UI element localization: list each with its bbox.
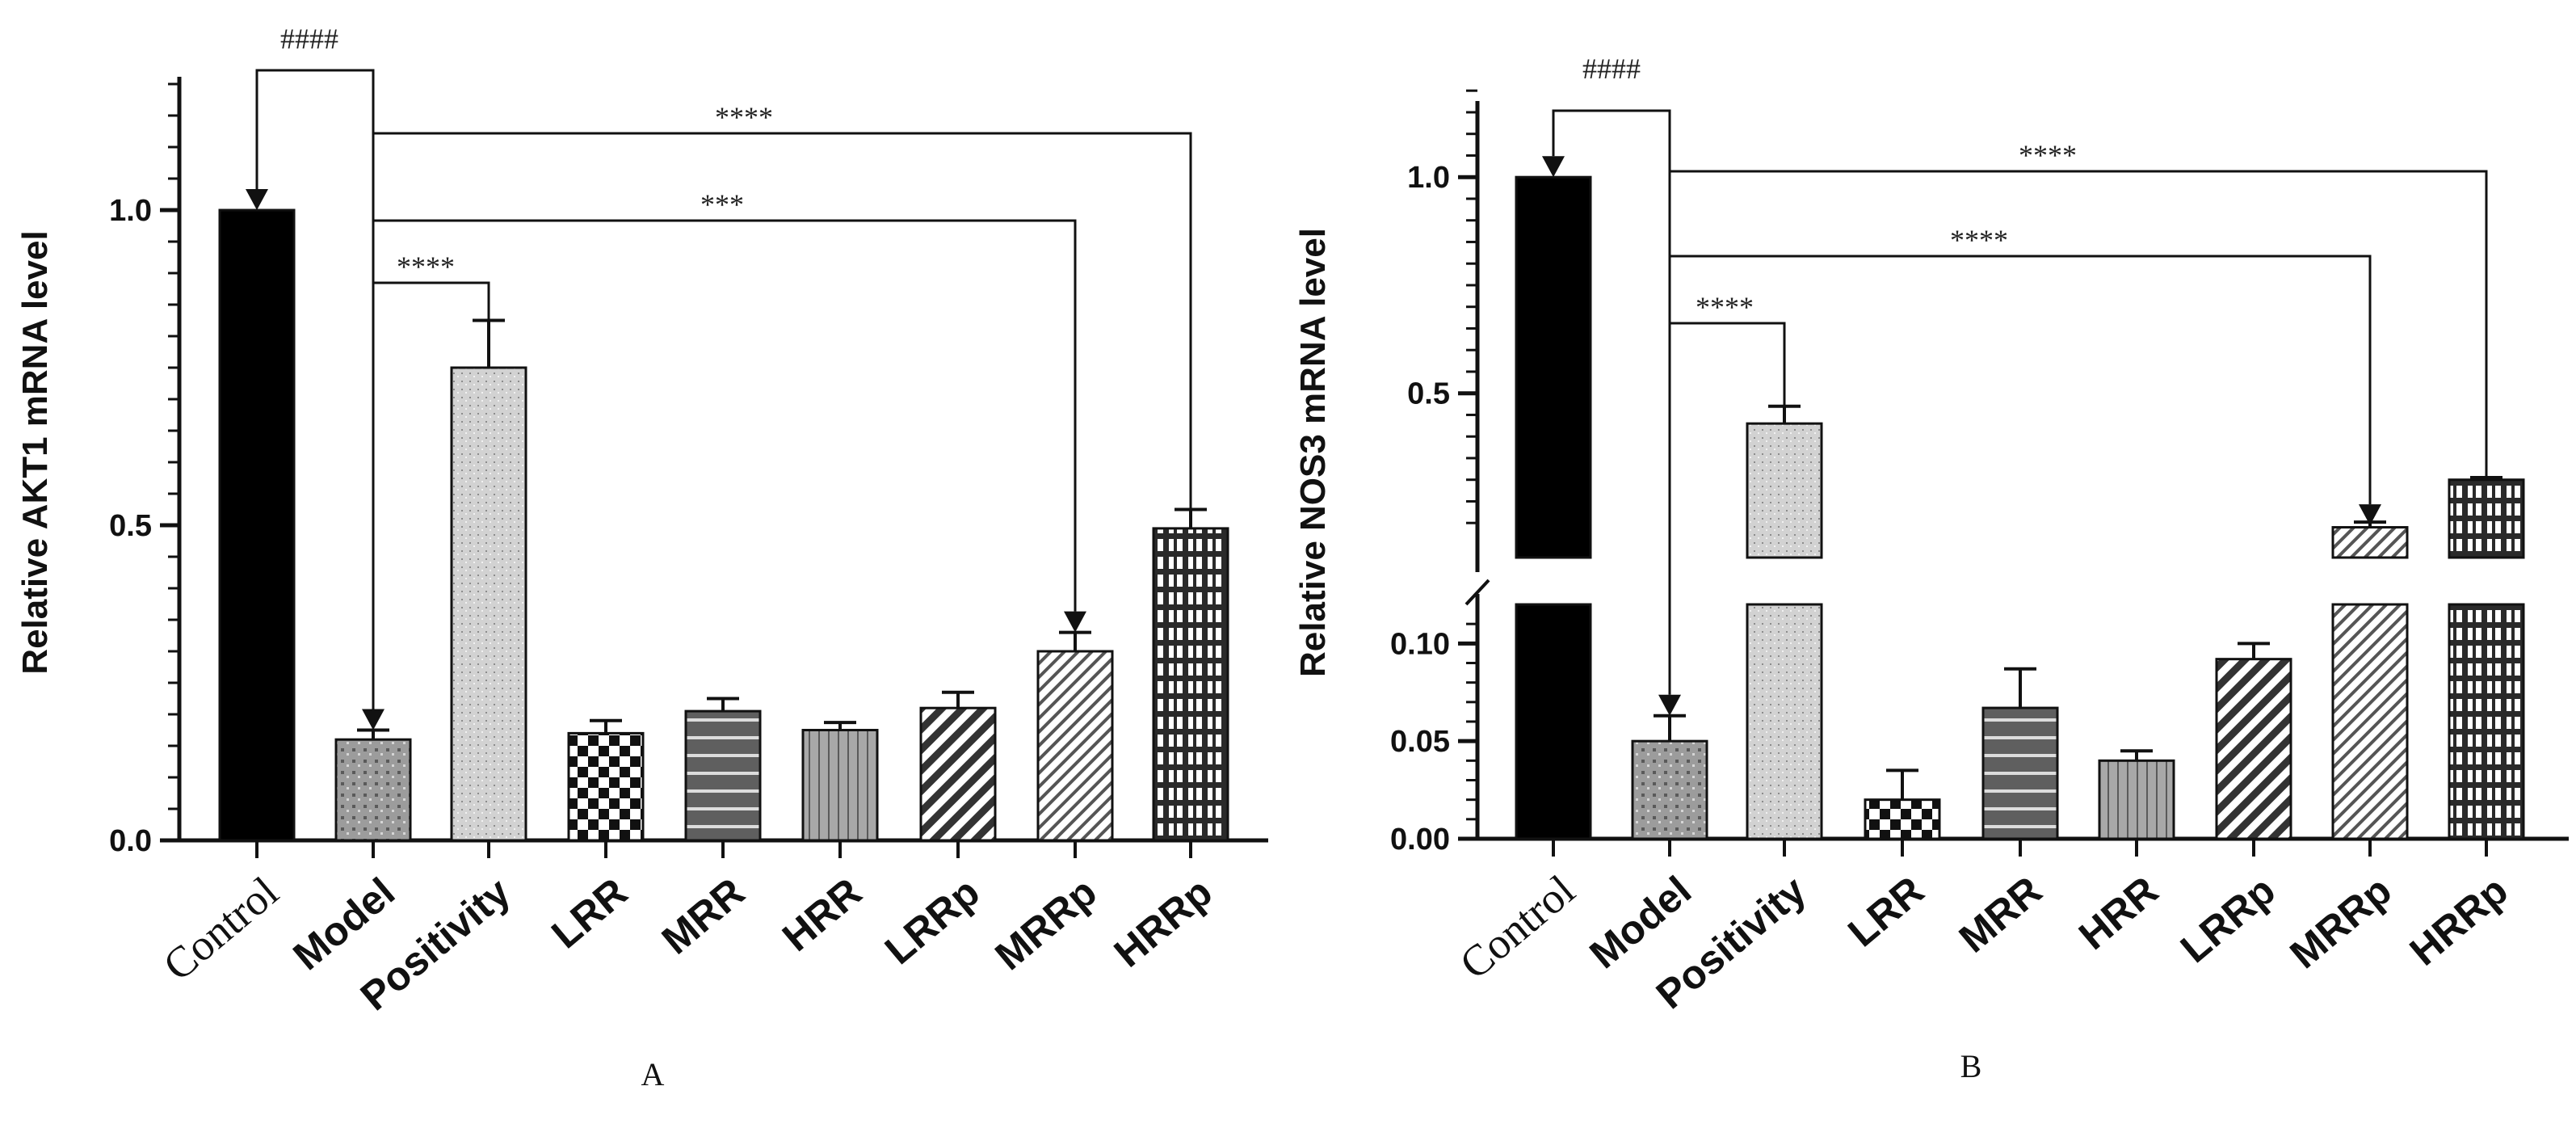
panel-a-x-label-lrr: LRR [543, 869, 636, 958]
panel-b-x-label-mrrp: MRRp [2281, 868, 2400, 978]
panel-b-bracket-control [1552, 109, 1671, 695]
panel-a-arrow-control [246, 189, 268, 210]
panel-a-arrow-mrrp [1064, 611, 1086, 633]
panel-b-axis-break-mark [1464, 579, 1490, 606]
panel-b-bar-hrrp-upper [2448, 478, 2525, 559]
panel-a-bar-positivity [450, 366, 527, 842]
panel-a-sig-control: #### [280, 23, 338, 55]
panel-a-y-tick-label: 0.5 [109, 509, 152, 543]
panel-b-bar-positivity-lower [1746, 603, 1823, 840]
panel-a-bar-hrrp [1152, 527, 1229, 842]
panel-label-b: B [1960, 1048, 1982, 1084]
panel-a-y-tick-label: 1.0 [109, 194, 152, 228]
panel-b-bar-control-upper [1515, 175, 1592, 559]
panel-a-y-tick-label: 0.0 [109, 824, 152, 858]
panel-a-x-label-hrr: HRR [774, 869, 870, 961]
panel-a-x-label-lrrp: LRRp [876, 869, 988, 974]
panel-b-arrow-mrrp [2359, 504, 2381, 526]
panel-b-bar-hrrp-lower [2448, 603, 2525, 840]
panel-b-bar-positivity-upper [1746, 422, 1823, 559]
panel-a-bar-control [218, 208, 296, 842]
panel-b-bracket-hrrp [1670, 170, 2488, 478]
panel-a-bar-lrrp [919, 706, 997, 842]
panel-b-bracket-positivity [1670, 322, 1786, 406]
panel-b-y-axis-label: Relative NOS3 mRNA level [1293, 228, 1333, 677]
panel-b-bar-control-lower [1515, 603, 1592, 840]
panel-b-x-label-control: Control [1451, 865, 1584, 988]
panel-a-akt1-chart: 0.0 0.5 1.0 Relative AKT1 mRNA level #### ***… [15, 23, 1268, 1019]
panel-a-bar-hrr [801, 729, 879, 842]
panel-a-bracket-mrrp [373, 219, 1077, 612]
panel-a-y-axis-label: Relative AKT1 mRNA level [15, 230, 55, 674]
panel-b-arrow-model [1658, 694, 1681, 716]
panel-b-bar-lrr [1864, 798, 1941, 840]
panel-b-sig-positivity: **** [1696, 291, 1754, 323]
panel-b-bar-model [1631, 739, 1708, 840]
panel-a-sig-mrrp: *** [700, 188, 744, 221]
panel-b-bar-mrrp-upper [2331, 526, 2409, 559]
panel-b-arrow-control [1542, 156, 1565, 178]
panel-b-bar-hrr [2098, 759, 2175, 840]
panel-a-x-label-control: Control [154, 867, 288, 990]
panel-b-x-label-lrr: LRR [1839, 868, 1932, 956]
panel-b-y-tick-label: 0.5 [1407, 377, 1450, 411]
panel-a-bar-mrr [684, 709, 762, 842]
panel-a-bracket-control [255, 69, 375, 709]
panel-a-bracket-positivity [373, 281, 490, 321]
panel-b-y-tick-label: 0.10 [1390, 627, 1450, 661]
panel-b-sig-control: #### [1582, 53, 1641, 85]
panel-a-bracket-hrrp [373, 132, 1192, 510]
panel-a-bar-model [334, 738, 412, 842]
panel-b-bar-mrrp-lower [2331, 603, 2409, 840]
panel-b-x-label-mrr: MRR [1951, 868, 2050, 962]
panel-a-x-label-mrr: MRR [653, 869, 753, 963]
panel-a-arrow-model [362, 709, 385, 730]
panel-a-bar-lrr [567, 731, 645, 842]
panel-b-sig-mrrp: **** [1950, 224, 2008, 256]
panel-b-sig-hrrp: **** [2019, 139, 2077, 171]
panel-a-sig-positivity: **** [397, 250, 455, 283]
panel-b-y-tick-label: 1.0 [1407, 161, 1450, 195]
panel-a-bar-mrrp [1036, 650, 1114, 842]
panel-b-bracket-mrrp [1670, 255, 2372, 505]
panel-a-sig-hrrp: **** [715, 101, 773, 133]
panel-label-a: A [641, 1056, 665, 1092]
panel-b-bar-mrr [1981, 706, 2059, 840]
panel-a-x-label-hrrp: HRRp [1106, 869, 1221, 976]
panel-b-x-label-hrrp: HRRp [2402, 868, 2516, 975]
panel-b-bar-lrrp [2215, 658, 2292, 840]
panel-b-y-tick-label: 0.05 [1390, 725, 1450, 759]
panel-a-x-label-mrrp: MRRp [986, 869, 1105, 979]
panel-b-y-tick-label: 0.00 [1390, 823, 1450, 857]
panel-b-x-label-lrrp: LRRp [2172, 868, 2284, 972]
panel-b-nos3-chart: 0.00 0.05 0.10 0.5 1.0 Relative NOS3 mRNA lev… [1293, 53, 2569, 1017]
panel-b-x-label-hrr: HRR [2070, 868, 2166, 959]
